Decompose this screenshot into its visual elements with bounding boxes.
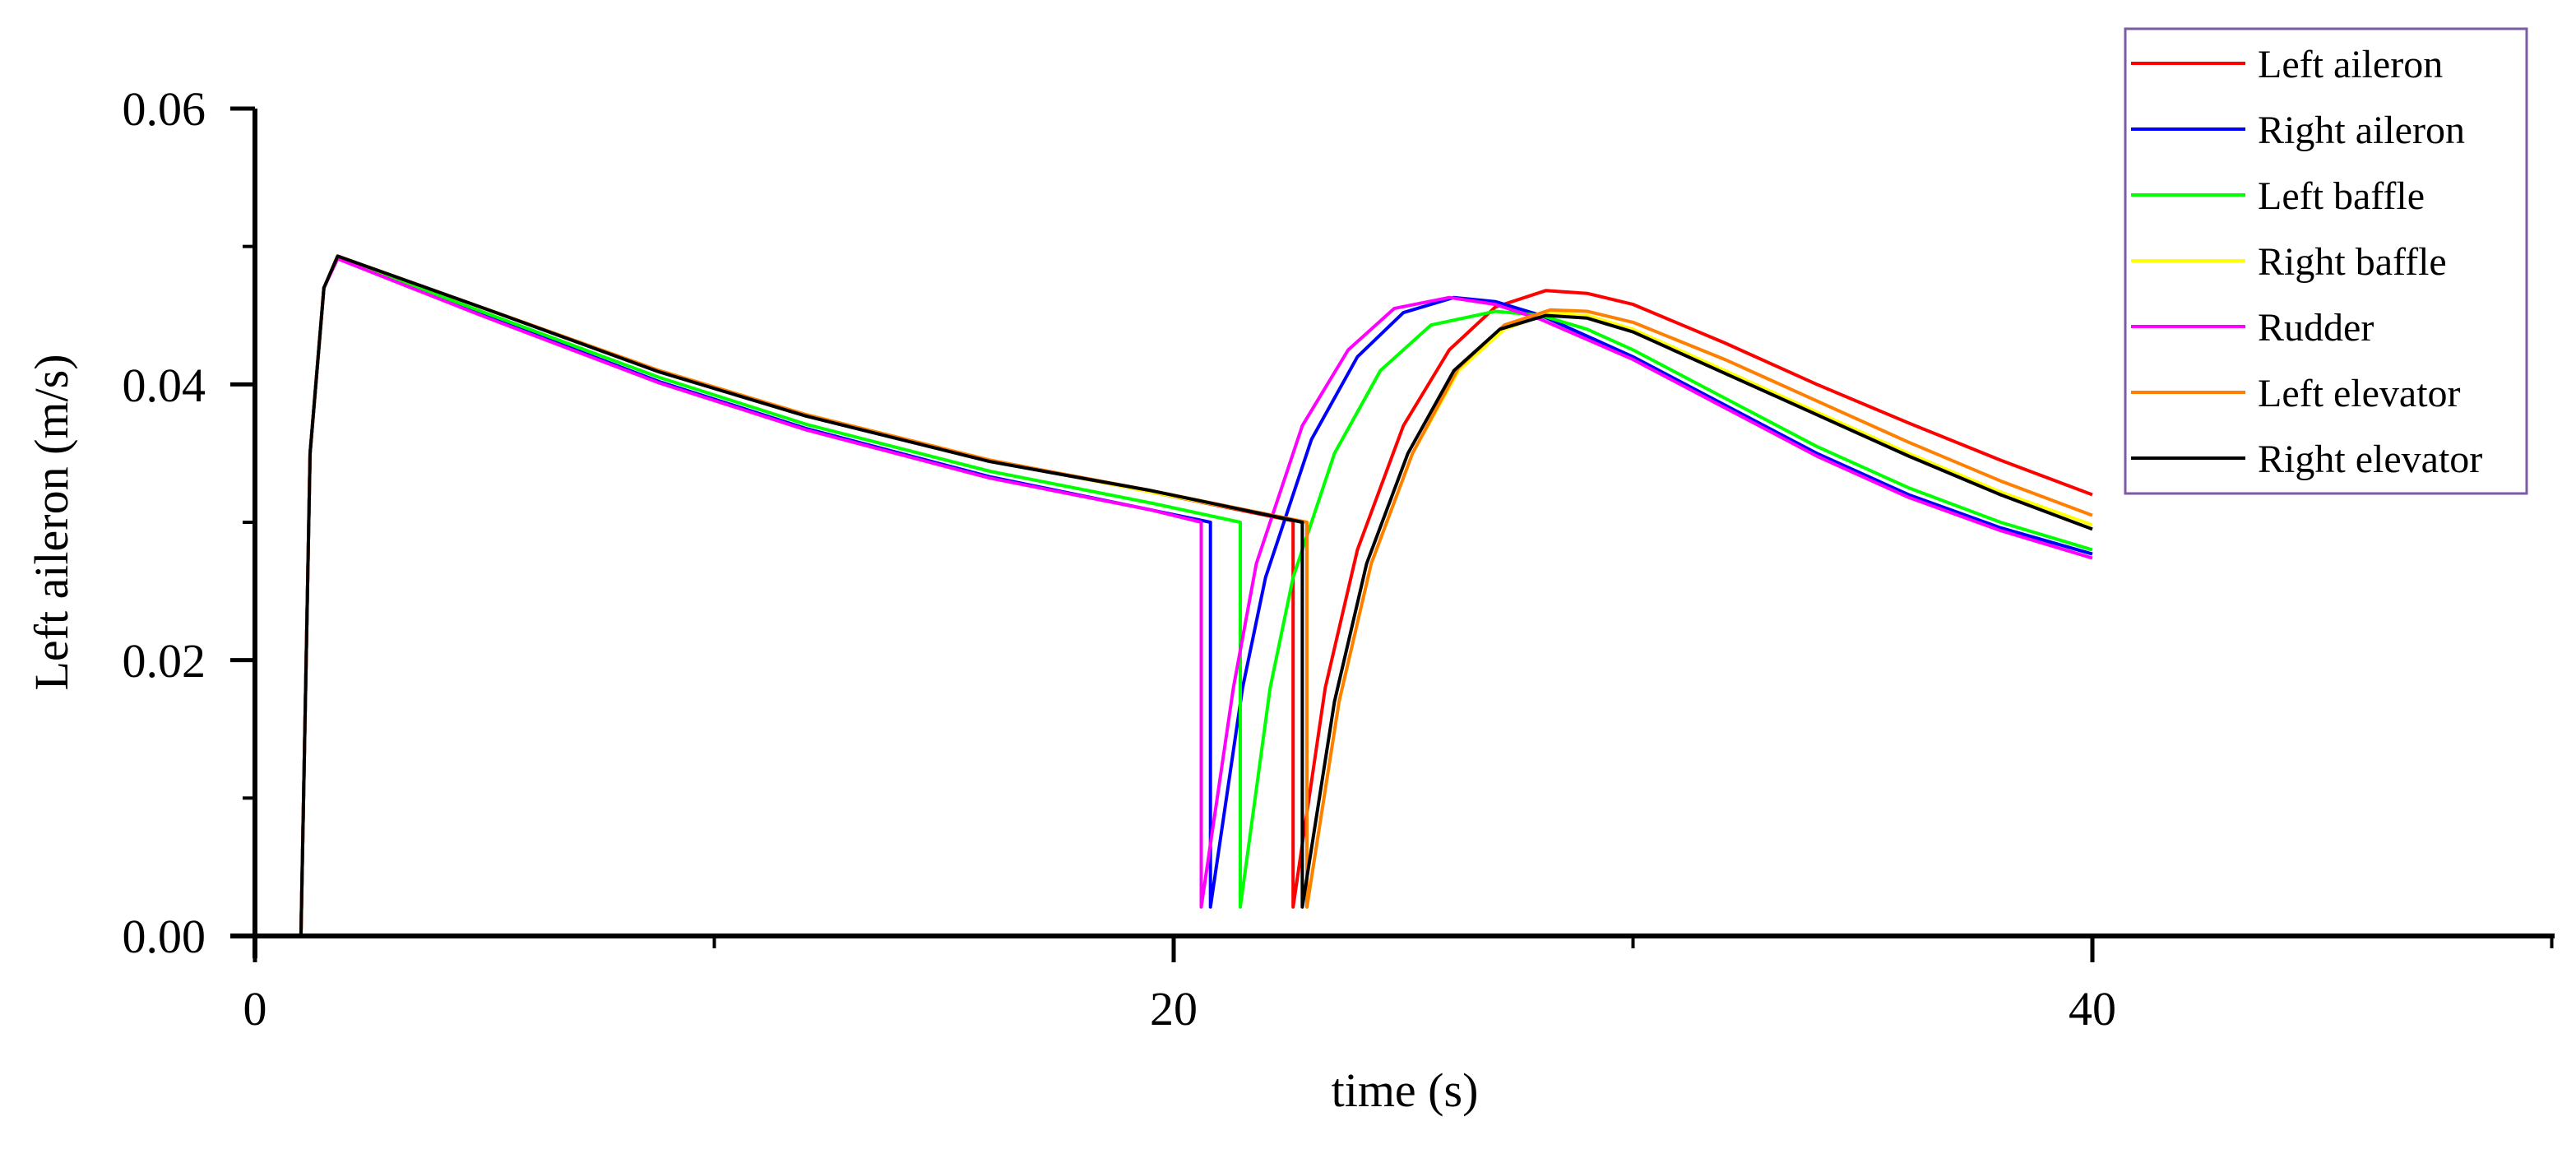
legend-label: Rudder — [2258, 306, 2374, 350]
y-axis-title: Left aileron (m/s) — [25, 354, 78, 690]
series-line-left-elevator — [299, 254, 2093, 937]
series-line-left-aileron — [299, 254, 2093, 937]
legend: Left aileron Right aileron Left baffle Righ… — [2124, 27, 2528, 495]
series-line-left-baffle — [299, 256, 2093, 937]
series-line-right-baffle — [299, 254, 2093, 937]
legend-item: Right elevator — [2131, 438, 2482, 481]
legend-label: Left aileron — [2258, 43, 2443, 86]
legend-item: Left aileron — [2131, 43, 2443, 86]
legend-item: Left elevator — [2131, 372, 2461, 415]
legend-label: Left elevator — [2258, 372, 2461, 415]
series-line-rudder — [299, 257, 2093, 937]
y-tick-label-0: 0.00 — [123, 910, 206, 963]
x-axis-title: time (s) — [1332, 1063, 1479, 1117]
y-tick-label-3: 0.06 — [123, 82, 206, 136]
legend-item: Right aileron — [2131, 109, 2465, 152]
series-line-right-elevator — [299, 254, 2093, 937]
legend-item: Left baffle — [2131, 174, 2425, 218]
plot-area — [299, 254, 2093, 937]
axes — [230, 106, 2555, 962]
y-tick-label-1: 0.02 — [123, 634, 206, 688]
y-ticks — [230, 106, 255, 938]
legend-item: Right baffle — [2131, 240, 2447, 284]
x-tick-label-0: 0 — [243, 982, 267, 1035]
legend-label: Right elevator — [2258, 438, 2482, 481]
x-ticks — [253, 936, 2554, 962]
legend-item: Rudder — [2131, 306, 2374, 350]
legend-label: Left baffle — [2258, 174, 2425, 218]
y-tick-label-2: 0.04 — [123, 359, 206, 412]
x-tick-label-1: 20 — [1150, 982, 1198, 1035]
legend-label: Right aileron — [2258, 109, 2465, 152]
x-tick-label-2: 40 — [2069, 982, 2116, 1035]
legend-label: Right baffle — [2258, 240, 2447, 284]
series-line-right-aileron — [299, 256, 2093, 937]
